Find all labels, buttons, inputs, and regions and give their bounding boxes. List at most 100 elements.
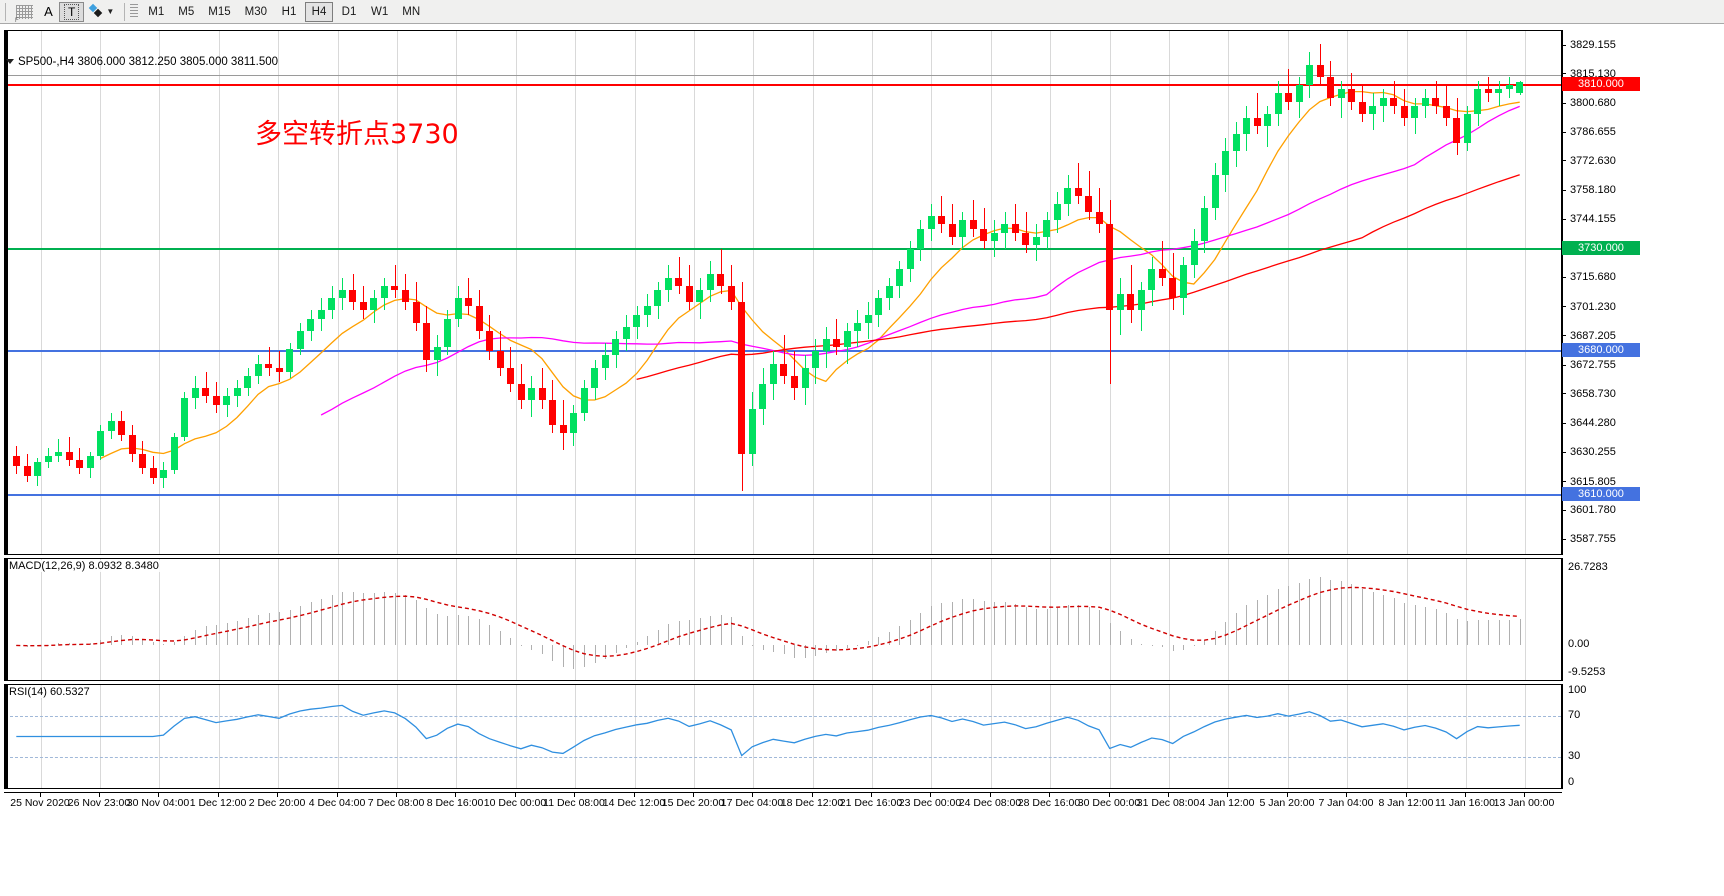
timeframe-h1[interactable]: H1: [281, 5, 297, 18]
price-pane[interactable]: 多空转折点3730: [4, 30, 1562, 555]
timeframe-w1[interactable]: W1: [371, 5, 389, 18]
timeframe-m15[interactable]: M15: [208, 5, 231, 18]
candle-body: [1033, 236, 1040, 245]
time-tick-mark: [693, 792, 694, 797]
macd-histogram-bar: [773, 645, 774, 652]
gridline: [1525, 685, 1526, 788]
candle-body: [129, 435, 136, 454]
rsi-path: [16, 704, 1520, 757]
price-tick: 3658.730: [1562, 388, 1616, 400]
candle-body: [980, 228, 987, 241]
timeframe-d1[interactable]: D1: [341, 5, 357, 18]
macd-histogram-bar: [931, 606, 932, 646]
price-flag-3680[interactable]: 3680.000: [1562, 343, 1640, 358]
rsi-scale[interactable]: 100 70 30 0: [1562, 684, 1720, 789]
candle-body: [602, 355, 609, 368]
macd-histogram-bar: [563, 645, 564, 667]
support-3680-line[interactable]: [5, 350, 1561, 353]
candle-body: [1453, 117, 1460, 143]
price-scale[interactable]: 3829.155 3815.130 3800.680 3786.655 3772.630…: [1562, 30, 1720, 555]
price-tick: 3630.255: [1562, 447, 1616, 458]
price-flag-3610[interactable]: 3610.000: [1562, 486, 1640, 501]
candle-body: [1474, 89, 1481, 114]
macd-histogram-bar: [1236, 613, 1237, 646]
candle-wick: [1267, 105, 1268, 147]
macd-histogram-bar: [142, 638, 143, 646]
candle-body: [696, 289, 703, 303]
candle-body: [1296, 85, 1303, 102]
gridline: [872, 559, 873, 680]
price-tick: 3701.230: [1562, 301, 1616, 313]
macd-pane[interactable]: MACD(12,26,9) 8.0932 8.3480: [4, 558, 1562, 681]
candle-body: [570, 412, 577, 434]
ma-slow-line: [636, 174, 1520, 381]
candle-body: [612, 339, 619, 356]
macd-histogram-bar: [1057, 607, 1058, 646]
support-3610-line[interactable]: [5, 493, 1561, 496]
macd-histogram-bar: [679, 620, 680, 646]
macd-histogram-bar: [1257, 599, 1258, 646]
candle-body: [55, 451, 62, 456]
macd-histogram-bar: [332, 595, 333, 646]
candle-body: [1401, 105, 1408, 118]
timeframe-m30[interactable]: M30: [244, 5, 268, 18]
candle-body: [518, 384, 525, 401]
candle-body: [213, 396, 220, 405]
price-flag-3730[interactable]: 3730.000: [1562, 241, 1640, 255]
pivot-3730-line[interactable]: [5, 248, 1561, 250]
gridline: [813, 31, 814, 554]
main-toolbar: A T ▼ M1 M5 M15 M30 H1 H4 D1 W1 MN: [0, 0, 1724, 24]
crosshair-grid-icon[interactable]: [11, 2, 38, 24]
candle-body: [171, 437, 178, 471]
price-tick-label: 3715.680: [1570, 271, 1616, 284]
candle-body: [202, 388, 209, 397]
candle-body: [1369, 105, 1376, 114]
text-tool-button[interactable]: A: [38, 2, 59, 22]
rsi-left-border: [5, 685, 8, 788]
candle-wick: [941, 195, 942, 233]
current-price-line: [5, 74, 1561, 76]
macd-histogram-bar: [1183, 645, 1184, 650]
gridline: [1228, 559, 1229, 680]
candle-body: [1285, 93, 1292, 102]
timeframe-m1[interactable]: M1: [148, 5, 165, 18]
collapse-triangle-icon[interactable]: [6, 59, 14, 64]
objects-button[interactable]: ▼: [84, 2, 119, 22]
time-tick-mark: [218, 792, 219, 797]
macd-histogram-bar: [300, 606, 301, 646]
price-flag-3810[interactable]: 3810.000: [1562, 77, 1640, 92]
resistance-3810-line[interactable]: [5, 84, 1561, 87]
macd-histogram-bar: [994, 601, 995, 646]
macd-histogram-bar: [857, 644, 858, 646]
macd-histogram-bar: [531, 645, 532, 650]
macd-histogram-bar: [395, 592, 396, 646]
chevron-down-icon[interactable]: ▼: [106, 7, 115, 16]
macd-histogram-bar: [237, 620, 238, 646]
timeframe-mn[interactable]: MN: [402, 5, 421, 18]
candle-body: [623, 326, 630, 340]
candle-body: [1106, 224, 1113, 311]
time-axis[interactable]: 25 Nov 2020 26 Nov 23:00 30 Nov 04:00 1 Dec…: [4, 792, 1562, 822]
time-tick-label: 4 Jan 12:00: [1199, 797, 1255, 809]
candle-body: [675, 277, 682, 286]
macd-histogram-bar: [279, 612, 280, 646]
candle-body: [1012, 224, 1019, 233]
macd-histogram-bar: [1110, 622, 1111, 646]
candle-wick: [952, 203, 953, 245]
price-tick-label: 3587.755: [1570, 533, 1616, 546]
macd-histogram-bar: [1152, 645, 1153, 647]
macd-histogram-bar: [1404, 602, 1405, 646]
macd-scale[interactable]: 26.7283 0.00 -9.5253: [1562, 558, 1720, 681]
candle-body: [328, 298, 335, 311]
price-tick-label: 3815.130: [1570, 67, 1616, 80]
timeframe-m5[interactable]: M5: [178, 5, 195, 18]
candle-body: [970, 220, 977, 229]
toolbar-divider: [5, 2, 6, 21]
rsi-pane[interactable]: RSI(14) 60.5327: [4, 684, 1562, 789]
candle-body: [1516, 82, 1523, 94]
time-tick-mark: [574, 792, 575, 797]
label-tool-button[interactable]: T: [59, 1, 85, 22]
timeframe-h4[interactable]: H4: [305, 1, 334, 22]
candle-body: [307, 318, 314, 331]
price-levels: [5, 31, 1561, 554]
